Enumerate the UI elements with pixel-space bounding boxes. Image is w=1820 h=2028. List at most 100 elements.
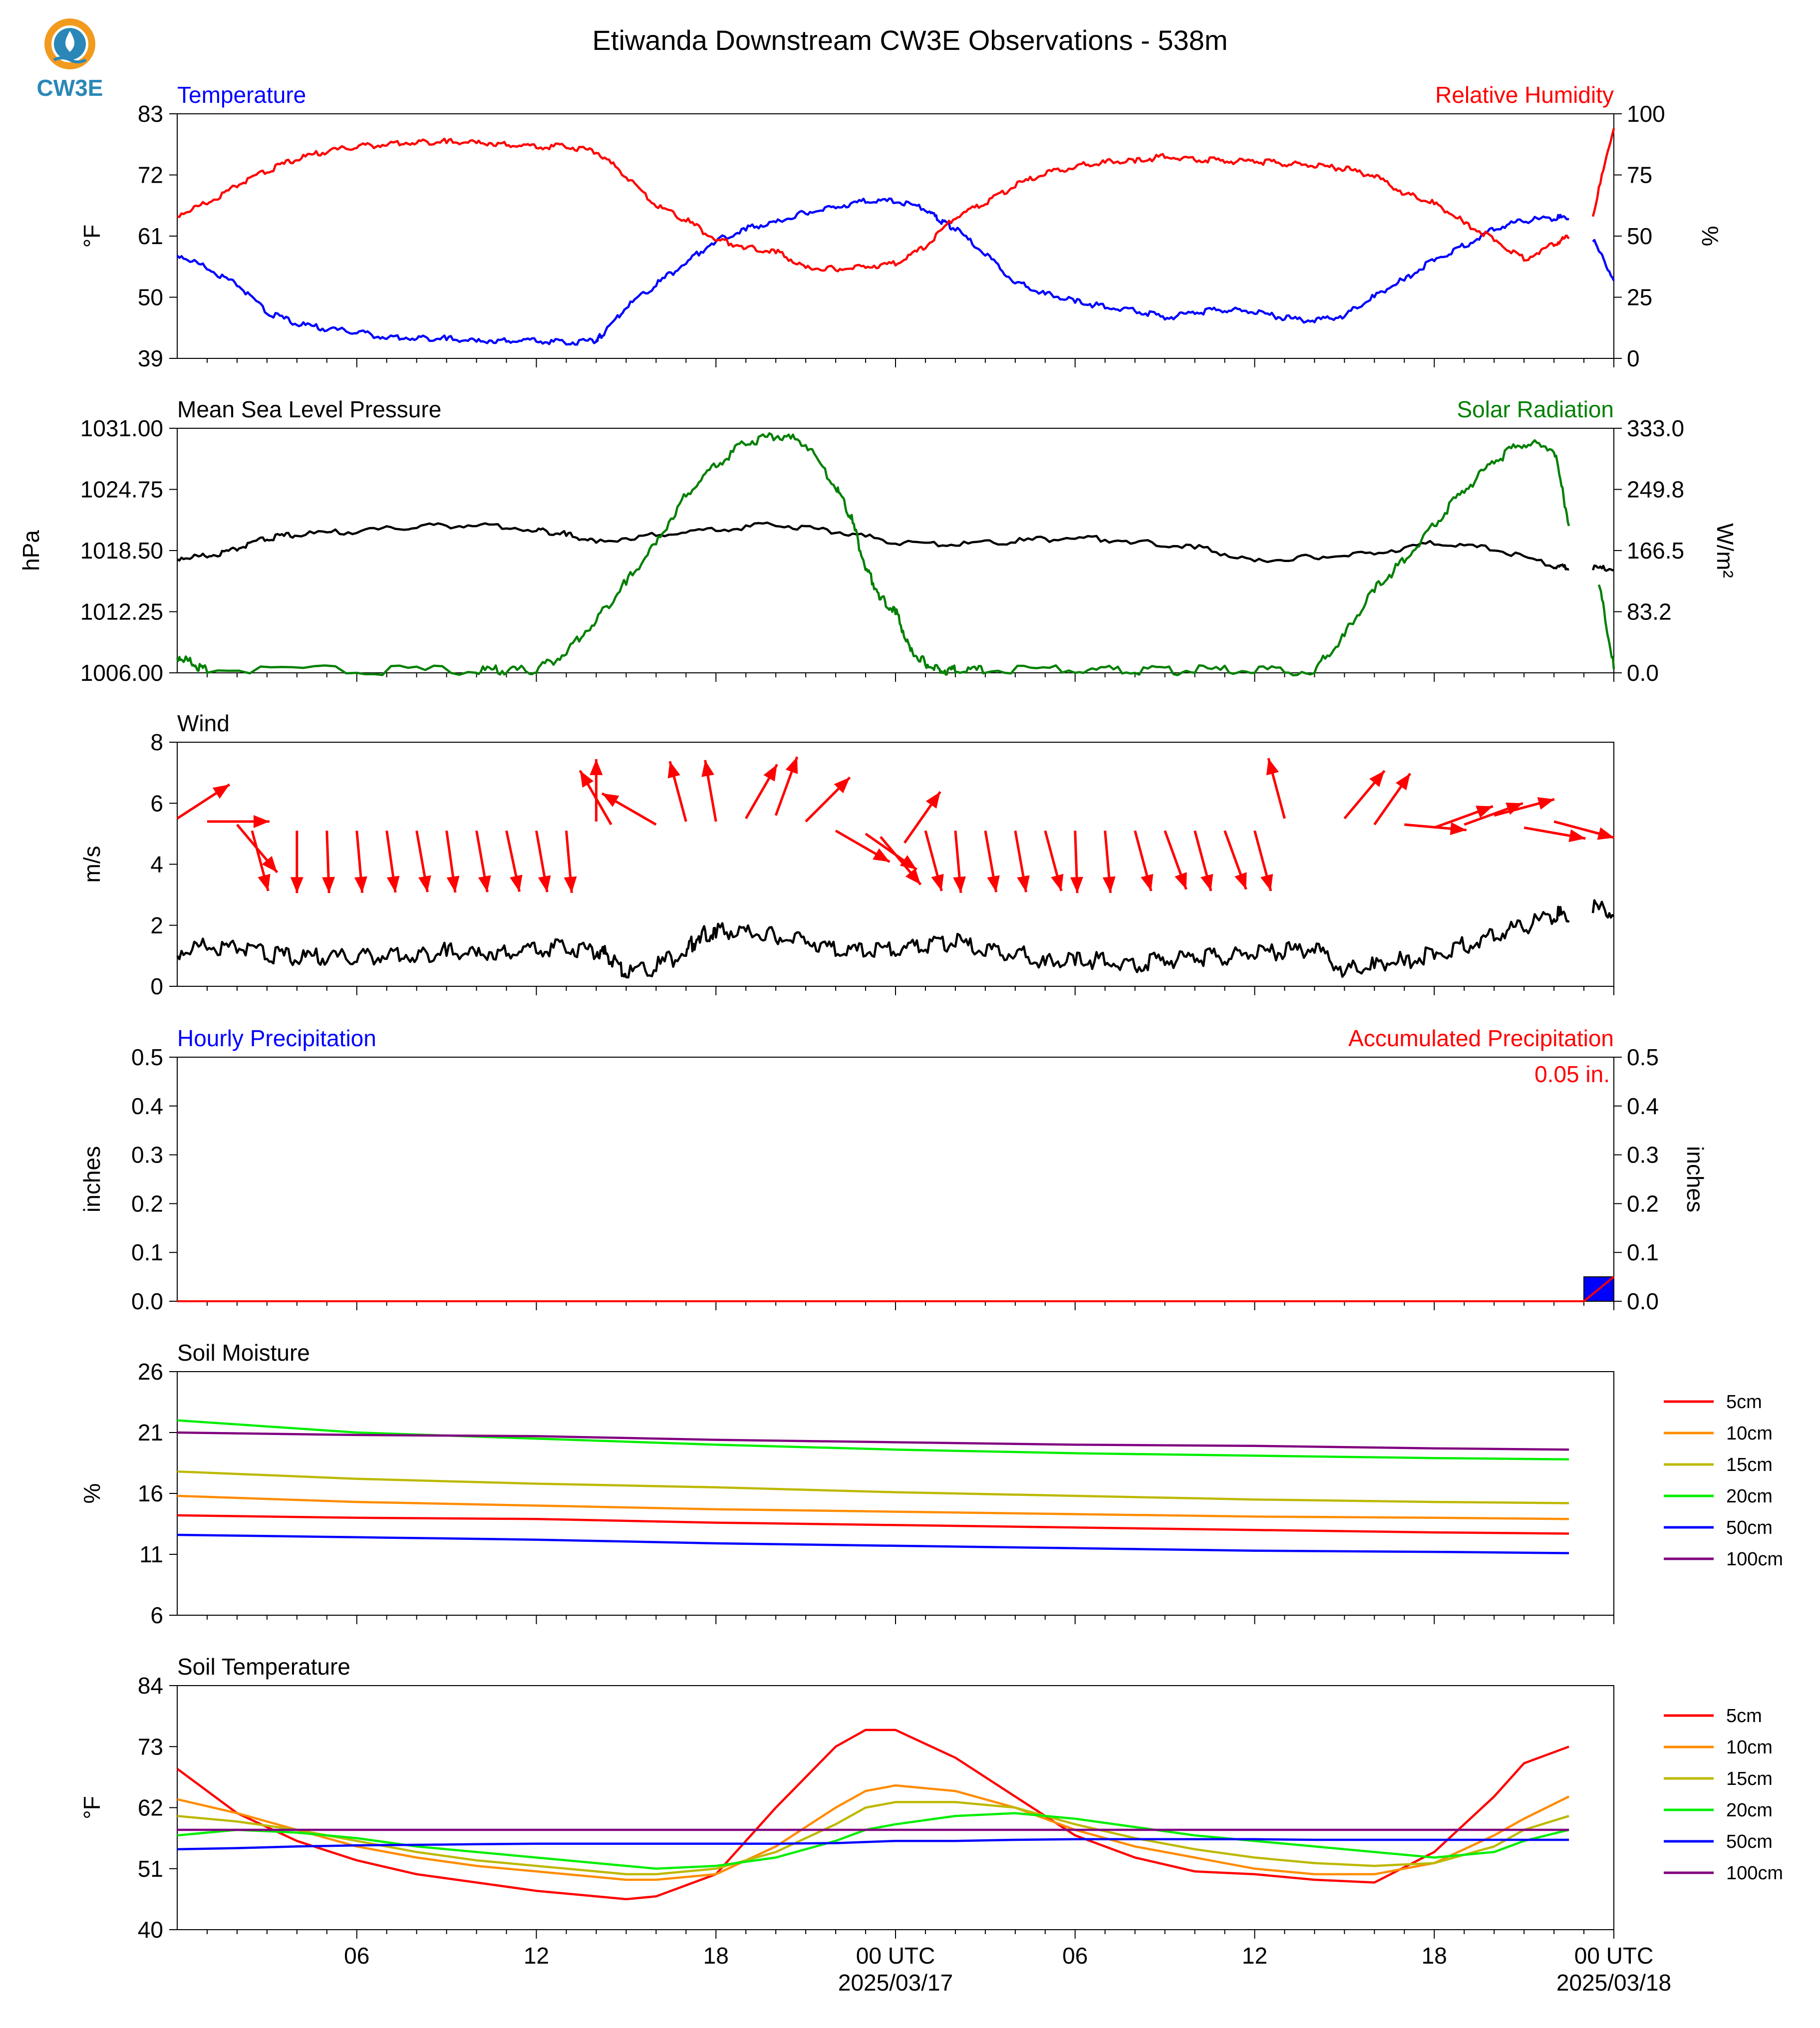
wind-arrow <box>1343 770 1386 820</box>
y-tick-label-right: 0.1 <box>1627 1239 1659 1265</box>
wind-arrow <box>1553 820 1615 840</box>
droplet-icon <box>65 31 75 52</box>
y-tick-label-left: 83 <box>138 101 163 127</box>
legend-label-10cm: 10cm <box>1726 1737 1773 1758</box>
precip-total-annotation: 0.05 in. <box>1534 1061 1610 1087</box>
y-tick-label-left: 51 <box>138 1856 163 1882</box>
y-tick-label-left: 0.4 <box>131 1093 163 1119</box>
wind-arrow-head <box>212 784 230 799</box>
wind-arrow <box>475 830 491 892</box>
wind-arrow-head <box>1597 827 1614 840</box>
panel-precip: Hourly Precipitation Accumulated Precipit… <box>79 1025 1708 1314</box>
wind-arrow-head <box>386 875 400 893</box>
y-tick-label-right: 83.2 <box>1627 599 1672 625</box>
wind-arrow-head <box>1070 876 1083 893</box>
legend-label-100cm: 100cm <box>1726 1863 1783 1884</box>
logo-text: CW3E <box>37 75 103 101</box>
wind-arrow <box>354 831 367 893</box>
wind-arrow-head <box>322 876 335 893</box>
series-line-wind-speed <box>176 899 1615 979</box>
wind-arrow-head <box>873 848 890 862</box>
wind-arrow <box>1523 826 1586 843</box>
y-tick-label-left: 61 <box>138 223 163 249</box>
wind-arrow <box>1434 805 1494 829</box>
wind-arrow-head <box>1537 797 1554 810</box>
wind-arrow-head <box>418 875 431 892</box>
series-line-relative-humidity <box>177 128 1615 273</box>
x-tick-label: 12 <box>524 1943 549 1969</box>
panel-soil-temp: Soil Temperature 84 73 62 51 40 °F 5cm 10cm 15cm 2… <box>79 1654 1783 1943</box>
wind-arrow <box>385 830 400 893</box>
wind-arrow <box>1253 830 1273 891</box>
wind-arrow-head <box>1051 873 1064 891</box>
x-tick-label: 00 UTC <box>856 1943 935 1969</box>
wind-arrow-head <box>763 764 777 782</box>
wind-arrow-head <box>290 877 303 893</box>
wind-arrow-head <box>1102 876 1116 893</box>
legend-label-5cm: 5cm <box>1726 1706 1762 1727</box>
wind-arrow <box>251 830 271 891</box>
y-tick-label-left: 72 <box>138 162 163 188</box>
y-tick-label-left: 6 <box>150 1602 163 1628</box>
wind-arrow-head <box>354 876 367 893</box>
wind-arrow-head <box>905 868 921 885</box>
y-tick-label-right: 50 <box>1627 223 1652 249</box>
wind-arrow <box>1014 830 1030 892</box>
panel-title-left: Mean Sea Level Pressure <box>177 396 441 422</box>
y-tick-label-left: 1031.00 <box>80 415 163 441</box>
wind-arrow <box>601 792 657 826</box>
wind-arrow <box>745 764 778 820</box>
wind-arrow-head <box>834 777 850 794</box>
wind-arrow <box>505 830 523 892</box>
legend-label-20cm: 20cm <box>1726 1486 1773 1507</box>
y-tick-label-left: 1012.25 <box>80 599 163 625</box>
x-tick-label: 00 UTC <box>1574 1943 1653 1969</box>
wind-arrow-head <box>1369 771 1385 787</box>
wind-arrow <box>1164 830 1188 890</box>
y-tick-label-left: 1006.00 <box>80 660 163 686</box>
y-tick-label-right: 0.0 <box>1627 660 1659 686</box>
panel-title-right: Relative Humidity <box>1435 82 1614 108</box>
y-tick-label-right: 75 <box>1627 162 1652 188</box>
wind-arrow-head <box>262 856 278 872</box>
wind-arrow-head <box>1266 758 1279 776</box>
panel-wind: Wind 8 6 4 2 0 m/s <box>79 710 1615 999</box>
y-tick-label-left: 84 <box>138 1673 163 1699</box>
legend-label-50cm: 50cm <box>1726 1831 1773 1852</box>
wind-arrow <box>445 830 460 893</box>
plot-frame <box>177 1685 1614 1930</box>
y-axis-label-left: m/s <box>79 846 105 882</box>
y-tick-label-right: 0.3 <box>1627 1142 1659 1168</box>
logo-outer-ring <box>44 18 95 69</box>
panel-pressure-solar: Mean Sea Level Pressure Solar Radiation 10… <box>18 396 1738 686</box>
cw3e-logo: CW3E <box>37 18 103 101</box>
wind-arrow-head <box>1201 873 1213 891</box>
wind-arrow-head <box>1175 872 1187 889</box>
panel-title-right: Solar Radiation <box>1457 396 1614 422</box>
y-tick-label-left: 21 <box>138 1420 163 1446</box>
wind-arrow <box>590 759 603 822</box>
y-tick-label-left: 16 <box>138 1480 163 1506</box>
wind-arrow-head <box>785 757 798 774</box>
wind-arrow <box>880 836 922 885</box>
legend-label-100cm: 100cm <box>1726 1549 1783 1570</box>
legend-label-10cm: 10cm <box>1726 1423 1773 1444</box>
panel-title-left: Temperature <box>177 82 306 108</box>
y-tick-label-left: 11 <box>139 1541 163 1567</box>
x-tick-label: 18 <box>703 1943 729 1969</box>
wind-arrow <box>805 776 851 823</box>
x-tick-label: 06 <box>1062 1943 1088 1969</box>
wind-arrow-head <box>1234 872 1247 889</box>
series-line-solar-radiation <box>176 432 1615 677</box>
wind-arrow-head <box>667 761 680 779</box>
wind-arrow <box>1044 830 1064 891</box>
wind-arrow <box>322 831 335 893</box>
wind-arrow <box>1223 830 1247 890</box>
wind-arrow <box>1494 797 1555 817</box>
y-tick-label-right: 0.0 <box>1627 1288 1659 1314</box>
y-tick-label-left: 0.0 <box>131 1288 163 1314</box>
y-axis-label-right: W/m² <box>1712 523 1738 578</box>
y-tick-label-right: 0.2 <box>1627 1190 1659 1216</box>
y-tick-label-left: 0.2 <box>131 1190 163 1216</box>
